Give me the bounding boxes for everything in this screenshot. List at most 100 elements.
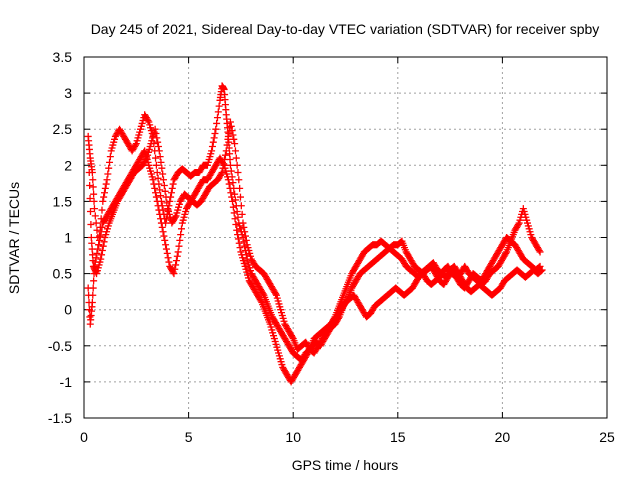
interpolated-point [95, 236, 103, 244]
interpolated-point [217, 170, 225, 178]
data-point [95, 241, 103, 249]
interpolated-point [98, 223, 106, 231]
data-point [212, 125, 220, 133]
interpolated-point [160, 232, 168, 240]
interpolated-point [229, 179, 237, 187]
interpolated-point [233, 161, 241, 169]
interpolated-point [215, 102, 223, 110]
interpolated-point [86, 195, 94, 203]
data-points [84, 82, 546, 386]
interpolated-point [172, 257, 180, 265]
interpolated-point [157, 192, 165, 200]
interpolated-point [288, 333, 296, 341]
data-point [231, 140, 239, 148]
interpolated-point [232, 221, 240, 229]
interpolated-point [226, 184, 234, 192]
data-point [159, 176, 167, 184]
interpolated-point [535, 263, 543, 271]
interpolated-point [152, 189, 160, 197]
interpolated-point [162, 193, 170, 201]
axis-ticks: -1.5 -1 -0.5 0 0.5 1 1.5 2 2.5 3 3.5 0 5 10 15 20 25 [48, 49, 615, 445]
chart-title: Day 245 of 2021, Sidereal Day-to-day VTE… [91, 21, 600, 37]
data-point [155, 147, 163, 155]
interpolated-point [90, 190, 98, 198]
interpolated-point [98, 206, 106, 214]
interpolated-point [213, 119, 221, 127]
data-point [99, 197, 107, 205]
interpolated-point [534, 264, 542, 272]
interpolated-point [162, 215, 170, 223]
interpolated-point [153, 134, 161, 142]
interpolated-point [92, 219, 100, 227]
interpolated-point [102, 180, 110, 188]
interpolated-point [150, 180, 158, 188]
y-tick-label: 0 [64, 302, 72, 318]
interpolated-point [98, 251, 106, 259]
interpolated-point [154, 143, 162, 151]
x-tick-label: 5 [185, 429, 193, 445]
interpolated-point [154, 138, 162, 146]
y-tick-label: 0.5 [53, 266, 73, 282]
interpolated-point [151, 184, 159, 192]
interpolated-point [155, 206, 163, 214]
interpolated-point [156, 153, 164, 161]
interpolated-point [502, 249, 510, 257]
interpolated-point [98, 246, 106, 254]
data-point [88, 298, 96, 306]
interpolated-point [168, 184, 176, 192]
series-track-a [84, 82, 544, 364]
data-point [151, 125, 159, 133]
data-point [149, 176, 157, 184]
interpolated-point [167, 189, 175, 197]
y-tick-label: 3.5 [53, 49, 73, 65]
interpolated-point [105, 164, 113, 172]
interpolated-point [104, 170, 112, 178]
interpolated-point [101, 184, 109, 192]
interpolated-point [156, 210, 164, 218]
interpolated-point [231, 147, 239, 155]
interpolated-point [220, 160, 228, 168]
data-point [536, 262, 544, 270]
interpolated-point [106, 153, 114, 161]
interpolated-point [234, 169, 242, 177]
interpolated-point [177, 231, 185, 239]
x-tick-label: 15 [390, 429, 406, 445]
data-point [153, 169, 161, 177]
data-point [162, 241, 170, 249]
y-tick-label: 1 [64, 230, 72, 246]
y-tick-label: -0.5 [48, 338, 72, 354]
interpolated-point [535, 246, 543, 254]
interpolated-point [171, 213, 179, 221]
interpolated-point [177, 225, 185, 233]
data-point [174, 248, 182, 256]
interpolated-point [224, 135, 232, 143]
interpolated-point [237, 202, 245, 210]
interpolated-point [227, 189, 235, 197]
interpolated-point [86, 208, 94, 216]
interpolated-point [257, 297, 265, 305]
interpolated-point [240, 223, 248, 231]
x-tick-label: 20 [495, 429, 511, 445]
interpolated-point [89, 284, 97, 292]
interpolated-point [175, 242, 183, 250]
interpolated-point [152, 161, 160, 169]
interpolated-point [229, 131, 237, 139]
interpolated-point [100, 193, 108, 201]
interpolated-point [158, 164, 166, 172]
y-tick-label: 3 [64, 85, 72, 101]
data-point [233, 226, 241, 234]
interpolated-point [86, 182, 94, 190]
interpolated-point [236, 244, 244, 252]
interpolated-point [230, 135, 238, 143]
data-point [208, 147, 216, 155]
interpolated-point [228, 127, 236, 135]
interpolated-point [234, 235, 242, 243]
interpolated-point [154, 202, 162, 210]
interpolated-point [162, 245, 170, 253]
data-point [235, 176, 243, 184]
interpolated-point [152, 193, 160, 201]
data-point [103, 176, 111, 184]
data-point [229, 197, 237, 205]
interpolated-point [93, 249, 101, 257]
data-point [218, 169, 226, 177]
